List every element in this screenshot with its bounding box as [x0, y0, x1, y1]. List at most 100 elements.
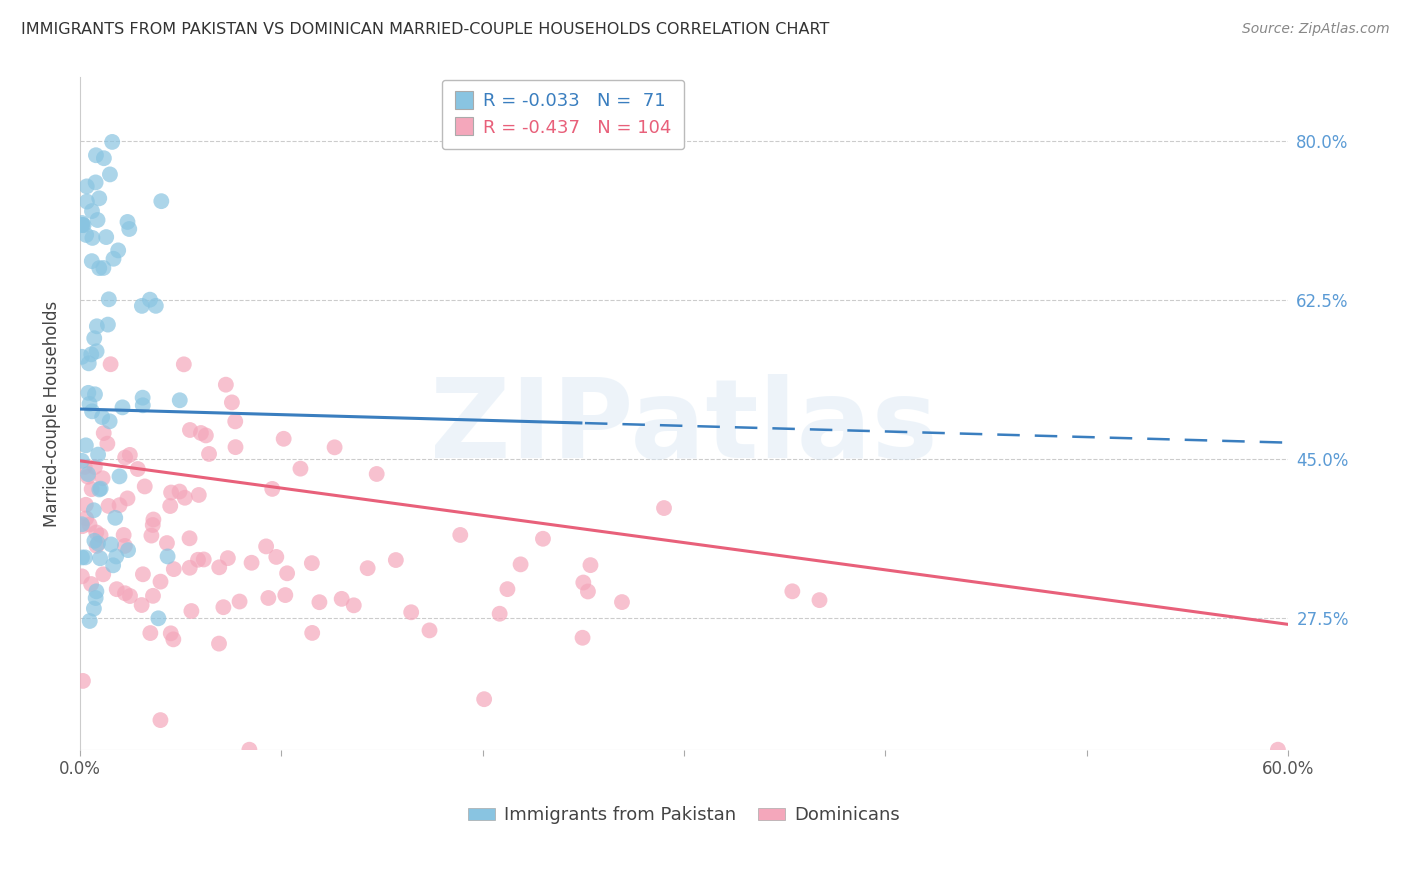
Point: [162, 632, 184, 647]
Text: Source: ZipAtlas.com: Source: ZipAtlas.com: [1241, 22, 1389, 37]
Point: [215, 377, 238, 392]
Point: [70, 569, 93, 583]
Point: [114, 539, 136, 553]
Point: [301, 556, 323, 570]
Point: [142, 512, 165, 526]
Point: [132, 398, 155, 412]
Point: [75, 550, 97, 565]
Y-axis label: Married-couple Households: Married-couple Households: [44, 301, 60, 526]
Point: [118, 589, 141, 603]
Point: [70, 517, 93, 532]
Point: [156, 536, 179, 550]
Point: [96, 436, 118, 450]
Point: [159, 626, 181, 640]
Point: [114, 450, 136, 465]
Point: [112, 528, 135, 542]
Point: [93, 425, 115, 440]
Point: [156, 549, 179, 564]
Point: [91, 471, 114, 485]
Point: [149, 574, 172, 589]
Point: [276, 566, 298, 581]
Point: [105, 549, 128, 564]
Point: [576, 584, 599, 599]
Point: [221, 395, 243, 409]
Point: [103, 252, 125, 266]
Point: [70, 216, 93, 230]
Point: [145, 299, 167, 313]
Point: [488, 607, 510, 621]
Point: [173, 357, 195, 371]
Point: [100, 537, 122, 551]
Point: [105, 582, 128, 597]
Point: [75, 227, 97, 242]
Point: [93, 260, 115, 275]
Point: [782, 584, 804, 599]
Point: [80, 577, 103, 591]
Point: [308, 595, 330, 609]
Point: [571, 631, 593, 645]
Point: [80, 404, 103, 418]
Point: [84, 525, 107, 540]
Point: [84, 591, 107, 605]
Point: [150, 194, 173, 209]
Point: [343, 599, 366, 613]
Point: [652, 501, 675, 516]
Point: [330, 591, 353, 606]
Point: [117, 215, 139, 229]
Point: [80, 254, 103, 268]
Point: [179, 531, 201, 545]
Point: [472, 692, 495, 706]
Point: [87, 536, 110, 550]
Point: [86, 213, 108, 227]
Point: [98, 414, 121, 428]
Point: [531, 532, 554, 546]
Point: [257, 591, 280, 605]
Point: [91, 567, 114, 582]
Point: [290, 461, 312, 475]
Point: [70, 454, 93, 468]
Point: [79, 397, 101, 411]
Legend: Immigrants from Pakistan, Dominicans: Immigrants from Pakistan, Dominicans: [461, 799, 907, 831]
Point: [89, 191, 111, 205]
Point: [131, 598, 153, 612]
Point: [101, 558, 124, 573]
Point: [238, 742, 260, 756]
Point: [134, 479, 156, 493]
Point: [132, 567, 155, 582]
Point: [86, 584, 108, 599]
Point: [98, 168, 121, 182]
Point: [80, 482, 103, 496]
Point: [83, 331, 105, 345]
Point: [366, 467, 388, 481]
Point: [610, 595, 633, 609]
Point: [89, 551, 111, 566]
Point: [79, 614, 101, 628]
Point: [77, 467, 100, 482]
Point: [509, 558, 531, 572]
Point: [97, 499, 120, 513]
Point: [107, 244, 129, 258]
Point: [117, 491, 139, 506]
Point: [72, 218, 94, 232]
Point: [91, 410, 114, 425]
Point: [212, 600, 235, 615]
Point: [89, 483, 111, 497]
Point: [160, 485, 183, 500]
Point: [449, 528, 471, 542]
Point: [104, 511, 127, 525]
Point: [228, 594, 250, 608]
Point: [579, 558, 602, 573]
Point: [142, 589, 165, 603]
Point: [86, 344, 108, 359]
Point: [117, 543, 139, 558]
Point: [193, 552, 215, 566]
Point: [83, 460, 105, 475]
Point: [73, 459, 96, 474]
Point: [208, 637, 231, 651]
Point: [169, 393, 191, 408]
Point: [77, 385, 100, 400]
Point: [173, 491, 195, 505]
Point: [179, 423, 201, 437]
Point: [180, 604, 202, 618]
Point: [169, 484, 191, 499]
